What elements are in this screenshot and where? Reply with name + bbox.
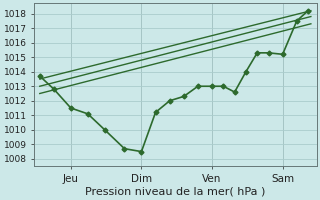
X-axis label: Pression niveau de la mer( hPa ): Pression niveau de la mer( hPa ) xyxy=(85,187,266,197)
